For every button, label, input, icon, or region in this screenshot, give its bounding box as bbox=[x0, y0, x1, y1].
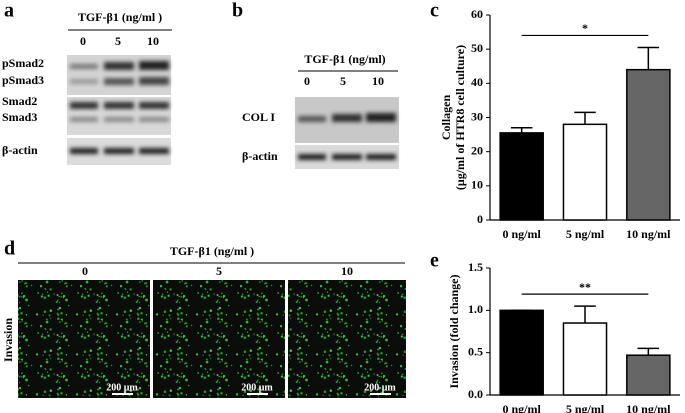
dose: 0 bbox=[304, 74, 310, 88]
scale-bar-label: 200 μm bbox=[241, 382, 273, 393]
row-label: Smad3 bbox=[2, 110, 37, 124]
y-tick-label: 0 bbox=[477, 212, 483, 226]
panel-label: d bbox=[4, 238, 15, 260]
micrograph bbox=[153, 280, 285, 398]
panel-label: a bbox=[4, 0, 14, 22]
row-label: Smad2 bbox=[2, 94, 37, 108]
significance-label: * bbox=[582, 21, 588, 35]
row-label: β-actin bbox=[242, 149, 278, 163]
y-tick-label: 0.0 bbox=[468, 387, 483, 401]
bar bbox=[499, 132, 544, 221]
x-tick-label: 10 ng/ml bbox=[626, 227, 671, 241]
row-label: β-actin bbox=[2, 143, 38, 157]
treatment: TGF-β1 (ng/ml ) bbox=[170, 244, 254, 258]
y-tick-label: 60 bbox=[471, 7, 483, 21]
micrograph bbox=[18, 280, 150, 398]
bar bbox=[562, 322, 608, 396]
y-axis-label: Invasion (fold change) bbox=[447, 274, 461, 388]
dose: 5 bbox=[115, 34, 121, 48]
micrograph bbox=[288, 280, 406, 398]
y-tick-label: 1.5 bbox=[468, 260, 483, 274]
significance-label: ** bbox=[579, 280, 591, 294]
x-tick-label: 0 ng/ml bbox=[502, 227, 541, 241]
treatment: TGF-β1 (ng/ml ) bbox=[78, 10, 162, 24]
panel-d: d TGF-β1 (ng/ml ) 0 5 10 200 μm 200 μm 2… bbox=[1, 238, 406, 398]
x-tick-label: 0 ng/ml bbox=[502, 402, 541, 413]
y-tick-label: 20 bbox=[471, 143, 483, 157]
row-label: COL I bbox=[242, 110, 275, 124]
y-axis-label: (μg/ml of HTR8 cell culture) bbox=[453, 45, 467, 190]
treatment: TGF-β1 (ng/ml) bbox=[304, 52, 385, 66]
y-tick-label: 30 bbox=[471, 109, 483, 123]
bar bbox=[499, 309, 544, 396]
dose: 5 bbox=[216, 264, 222, 278]
row-label: Invasion bbox=[1, 318, 15, 362]
x-tick-label: 10 ng/ml bbox=[626, 402, 671, 413]
dose: 10 bbox=[147, 34, 159, 48]
y-axis-label: Collagen bbox=[439, 95, 453, 141]
panel-label: b bbox=[232, 0, 243, 22]
y-tick-label: 50 bbox=[471, 41, 483, 55]
dose: 10 bbox=[341, 264, 353, 278]
row-label: pSmad2 bbox=[2, 56, 44, 70]
y-tick-label: 1.0 bbox=[468, 302, 483, 316]
panel-label: e bbox=[430, 250, 439, 272]
dose: 5 bbox=[340, 74, 346, 88]
y-tick-label: 0.5 bbox=[468, 344, 483, 358]
bar bbox=[562, 123, 608, 221]
scale-bar-label: 200 μm bbox=[106, 382, 138, 393]
bands bbox=[70, 61, 169, 154]
dose: 0 bbox=[82, 264, 88, 278]
dose: 0 bbox=[80, 34, 86, 48]
bar bbox=[626, 354, 671, 396]
panel-label: c bbox=[430, 0, 439, 22]
panel-a: a TGF-β1 (ng/ml ) 0 5 10 pSmad2 pSmad3 S… bbox=[2, 0, 172, 165]
y-tick-label: 40 bbox=[471, 75, 483, 89]
row-label: pSmad3 bbox=[2, 73, 44, 87]
bar bbox=[626, 68, 671, 221]
panel-b: b TGF-β1 (ng/ml) 0 5 10 COL I β-actin bbox=[232, 0, 399, 169]
y-tick-label: 10 bbox=[471, 178, 483, 192]
dose: 10 bbox=[372, 74, 384, 88]
bands bbox=[298, 113, 396, 160]
x-tick-label: 5 ng/ml bbox=[566, 227, 605, 241]
scale-bar-label: 200 μm bbox=[364, 382, 396, 393]
x-tick-label: 5 ng/ml bbox=[566, 402, 605, 413]
